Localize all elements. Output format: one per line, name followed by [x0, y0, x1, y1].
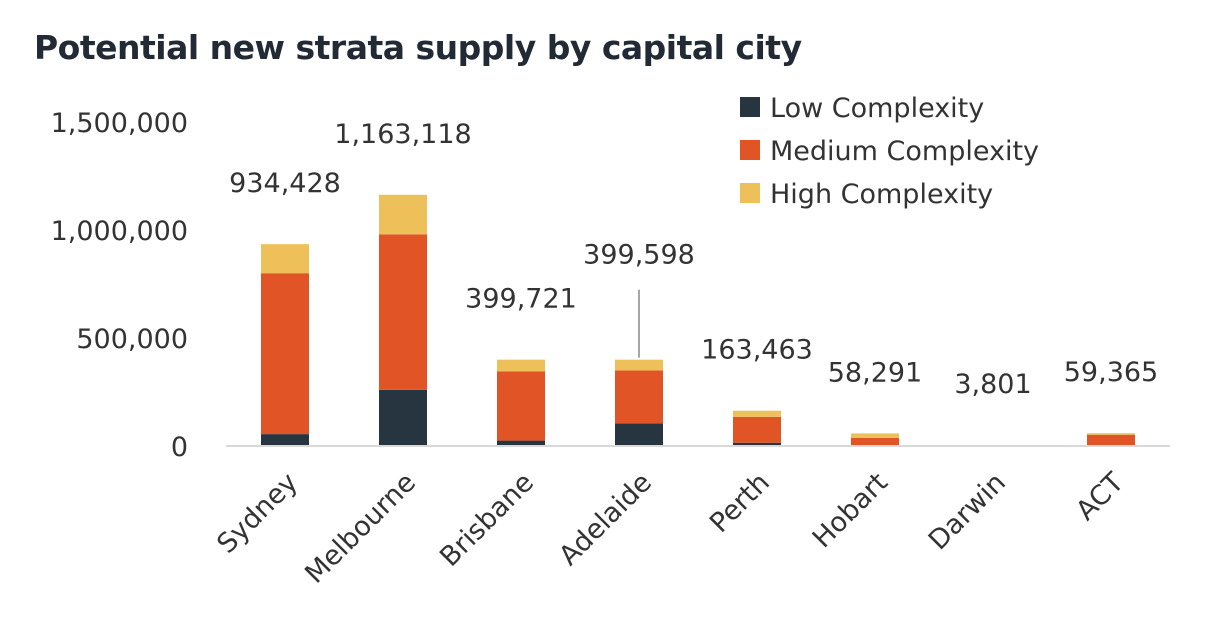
x-tick-label: Brisbane: [434, 467, 540, 573]
total-label: 163,463: [701, 335, 813, 366]
bar-segment-brisbane-2: [497, 359, 545, 372]
x-tick-label: Darwin: [923, 467, 1012, 556]
y-tick-label: 500,000: [76, 324, 188, 355]
bar-segment-brisbane-0: [497, 440, 545, 446]
x-tick-label: Adelaide: [553, 467, 658, 572]
x-tick-label: Melbourne: [299, 467, 422, 590]
x-tick-label: Hobart: [807, 467, 894, 554]
legend-swatch: [740, 183, 760, 203]
legend-label: Low Complexity: [770, 93, 984, 124]
total-label: 934,428: [229, 168, 341, 199]
bar-segment-perth-1: [733, 416, 781, 443]
bar-segment-adelaide-0: [615, 423, 663, 446]
bar-segment-hobart-1: [851, 437, 899, 446]
legend-swatch: [740, 97, 760, 117]
x-tick-label: Sydney: [211, 467, 304, 560]
bar-segment-sydney-1: [261, 273, 309, 435]
bar-segment-sydney-0: [261, 434, 309, 446]
total-label: 1,163,118: [334, 119, 471, 150]
x-tick-label: ACT: [1070, 467, 1130, 527]
x-tick-label: Perth: [704, 467, 776, 539]
bar-series: [261, 194, 1135, 447]
total-label: 399,598: [583, 240, 695, 271]
bar-segment-melbourne-0: [379, 389, 427, 446]
total-label: 3,801: [954, 369, 1031, 400]
y-tick-label: 0: [171, 432, 188, 463]
y-axis: 0 500,000 1,000,000 1,500,000: [51, 108, 188, 463]
total-label: 59,365: [1064, 357, 1158, 388]
bar-segment-adelaide-1: [615, 370, 663, 424]
total-label: 58,291: [828, 357, 922, 388]
legend: Low Complexity Medium Complexity High Comp…: [740, 93, 1039, 210]
bar-segment-sydney-2: [261, 244, 309, 274]
bar-segment-adelaide-2: [615, 359, 663, 371]
bar-segment-brisbane-1: [497, 371, 545, 441]
chart-title: Potential new strata supply by capital c…: [34, 28, 802, 67]
bar-segment-perth-2: [733, 410, 781, 417]
legend-label: Medium Complexity: [770, 136, 1039, 167]
legend-label: High Complexity: [770, 179, 993, 210]
bar-segment-act-2: [1087, 433, 1135, 435]
y-tick-label: 1,000,000: [51, 216, 188, 247]
bar-segment-melbourne-2: [379, 194, 427, 235]
bar-segment-melbourne-1: [379, 234, 427, 390]
bar-segment-perth-0: [733, 442, 781, 446]
legend-swatch: [740, 140, 760, 160]
bar-segment-act-1: [1087, 434, 1135, 446]
bar-segment-hobart-2: [851, 433, 899, 438]
y-tick-label: 1,500,000: [51, 108, 188, 139]
total-label: 399,721: [465, 284, 577, 315]
